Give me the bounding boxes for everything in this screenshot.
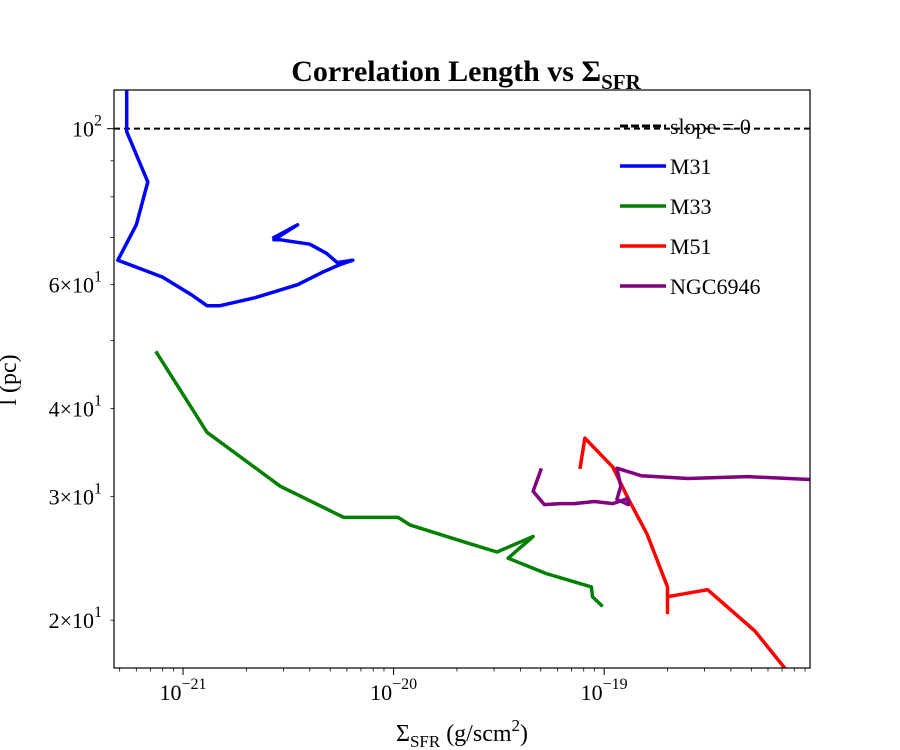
x-tick-label: 10−21 — [160, 676, 207, 705]
series-line-m31 — [116, 90, 355, 308]
y-axis-ticks: 102 6×101 4×101 3×101 2×101 — [49, 113, 114, 633]
plot-frame — [113, 89, 811, 669]
legend-label-m33: M33 — [670, 194, 712, 219]
plot-area — [113, 89, 811, 669]
series-lines — [116, 90, 810, 668]
series-line-m51 — [578, 436, 787, 668]
legend-label-m31: M31 — [670, 154, 712, 179]
x-tick-label: 10−20 — [370, 676, 417, 705]
legend-label-m51: M51 — [670, 234, 712, 259]
series-line-m33 — [154, 350, 604, 608]
y-tick-label: 2×101 — [49, 604, 102, 633]
x-axis-label: ΣSFR (g/scm2) — [396, 716, 528, 750]
y-tick-label: 3×101 — [49, 480, 102, 509]
y-tick-label: 102 — [72, 113, 102, 142]
x-axis-ticks: 10−21 10−20 10−19 — [119, 668, 806, 705]
y-axis-label: l (pc) — [0, 354, 22, 405]
legend: slope = 0 M31 M33 M51 NGC6946 — [620, 114, 760, 299]
legend-label-slope-0: slope = 0 — [670, 114, 751, 139]
y-tick-label: 6×101 — [49, 269, 102, 298]
series-line-ngc6946 — [531, 466, 810, 507]
x-tick-label: 10−19 — [581, 676, 628, 705]
legend-label-ngc6946: NGC6946 — [670, 274, 760, 299]
chart-title: Correlation Length vs ΣSFR — [291, 55, 641, 94]
y-tick-label: 4×101 — [49, 392, 102, 421]
